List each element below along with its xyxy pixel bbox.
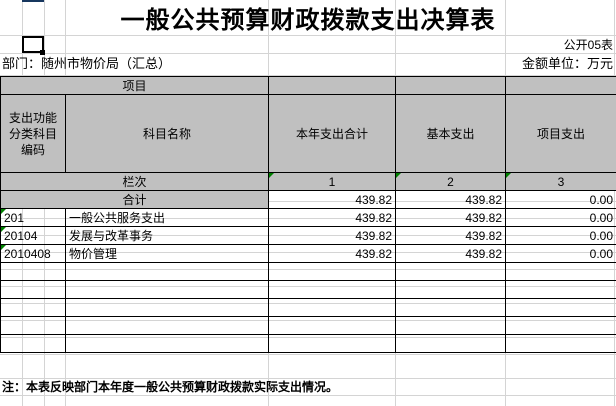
empty-cell — [505, 298, 616, 317]
fill-handle[interactable] — [40, 50, 45, 55]
header-total-expenditure: 本年支出合计 — [268, 94, 397, 173]
column-index-3: 3 — [505, 172, 616, 191]
empty-cell — [0, 316, 66, 335]
row-value-2: 439.82 — [395, 208, 507, 227]
row-code: 2010408 — [0, 244, 66, 263]
row-value-1: 439.82 — [268, 226, 397, 245]
row-value-1: 439.82 — [268, 244, 397, 263]
table-group-header-row: 项目 — [0, 76, 616, 95]
row-name: 一般公共服务支出 — [64, 208, 270, 227]
amount-unit-label: 金额单位：万元 — [521, 56, 613, 71]
empty-cell — [268, 334, 397, 353]
total-row-label: 合计 — [0, 190, 270, 209]
header-project-expenditure: 项目支出 — [505, 94, 616, 173]
header-code-line1: 支出功能 — [8, 110, 57, 125]
total-row-value-3: 0.00 — [505, 190, 616, 209]
gridline — [0, 378, 616, 379]
empty-cell — [505, 262, 616, 281]
empty-cell — [268, 262, 397, 281]
row-value-3: 0.00 — [505, 208, 616, 227]
header-code-line3: 编码 — [20, 142, 45, 157]
empty-cell — [64, 298, 270, 317]
empty-cell — [395, 280, 507, 299]
active-cell-selection[interactable] — [22, 36, 44, 53]
table-empty-row — [0, 316, 616, 335]
row-code-value: 201 — [4, 210, 25, 225]
empty-cell — [0, 280, 66, 299]
gridline — [0, 75, 616, 76]
empty-cell — [0, 262, 66, 281]
column-index-1: 1 — [268, 172, 397, 191]
empty-cell — [64, 280, 270, 299]
empty-cell — [64, 334, 270, 353]
table-row: 2010408 物价管理 439.82 439.82 0.00 — [0, 244, 616, 263]
column-header-selection-marker — [22, 0, 44, 2]
total-row-value-2: 439.82 — [395, 190, 507, 209]
empty-cell — [505, 334, 616, 353]
header-code: 支出功能 分类科目 编码 — [0, 94, 66, 173]
total-row-value-1: 439.82 — [268, 190, 397, 209]
row-value-3: 0.00 — [505, 244, 616, 263]
empty-cell — [268, 316, 397, 335]
table-column-index-row: 栏次 1 2 3 — [0, 172, 616, 191]
row-code: 20104 — [0, 226, 66, 245]
row-value-3: 0.00 — [505, 226, 616, 245]
empty-cell — [505, 280, 616, 299]
empty-cell — [395, 298, 507, 317]
row-name: 发展与改革事务 — [64, 226, 270, 245]
row-code-value: 2010408 — [4, 246, 51, 261]
empty-cell — [505, 316, 616, 335]
row-value-2: 439.82 — [395, 244, 507, 263]
page-title: 一般公共预算财政拨款支出决算表 — [120, 8, 496, 34]
empty-cell — [395, 316, 507, 335]
empty-cell — [64, 262, 270, 281]
table-row: 20104 发展与改革事务 439.82 439.82 0.00 — [0, 226, 616, 245]
row-name: 物价管理 — [64, 244, 270, 263]
empty-cell — [268, 298, 397, 317]
gridline — [0, 354, 616, 355]
row-code-value: 20104 — [4, 228, 38, 243]
header-basic-expenditure: 基本支出 — [395, 94, 507, 173]
group-header-spacer-3 — [505, 76, 616, 95]
column-index-label: 栏次 — [0, 172, 270, 191]
empty-cell — [0, 298, 66, 317]
header-code-line2: 分类科目 — [8, 126, 57, 141]
table-row: 201 一般公共服务支出 439.82 439.82 0.00 — [0, 208, 616, 227]
table-empty-row — [0, 280, 616, 299]
footer-note: 注：本表反映部门本年度一般公共预算财政拨款实际支出情况。 — [2, 380, 339, 394]
empty-cell — [0, 334, 66, 353]
column-index-3-value: 3 — [557, 174, 565, 189]
header-subject-name: 科目名称 — [64, 94, 270, 173]
row-value-2: 439.82 — [395, 226, 507, 245]
table-empty-row — [0, 298, 616, 317]
sheet-number-label: 公开05表 — [563, 38, 613, 52]
column-index-2-value: 2 — [447, 174, 454, 189]
column-index-2: 2 — [395, 172, 507, 191]
gridline — [0, 395, 616, 396]
empty-cell — [395, 334, 507, 353]
table-empty-row — [0, 262, 616, 281]
group-header-spacer-1 — [268, 76, 397, 95]
column-index-1-value: 1 — [328, 174, 336, 189]
row-value-1: 439.82 — [268, 208, 397, 227]
empty-cell — [395, 262, 507, 281]
group-header-spacer-2 — [395, 76, 507, 95]
table-header-row: 支出功能 分类科目 编码 科目名称 本年支出合计 基本支出 项目支出 — [0, 94, 616, 173]
table-empty-row — [0, 334, 616, 353]
department-label: 部门：随州市物价局（汇总） — [2, 56, 172, 71]
table-total-row: 合计 439.82 439.82 0.00 — [0, 190, 616, 209]
row-code: 201 — [0, 208, 66, 227]
empty-cell — [64, 316, 270, 335]
empty-cell — [268, 280, 397, 299]
gridline — [0, 53, 616, 54]
group-header-item: 项目 — [0, 76, 270, 95]
budget-expenditure-table: 项目 支出功能 分类科目 编码 科目名称 本年支出合计 基本支出 项目支出 栏次 — [0, 76, 616, 353]
gridline — [0, 35, 616, 36]
